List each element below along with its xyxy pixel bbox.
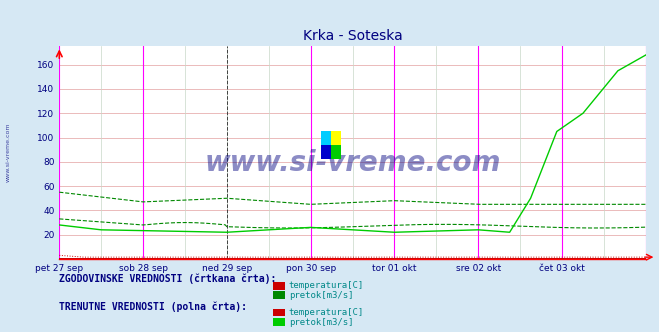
Text: ZGODOVINSKE VREDNOSTI (črtkana črta):: ZGODOVINSKE VREDNOSTI (črtkana črta):: [59, 274, 277, 285]
Title: Krka - Soteska: Krka - Soteska: [302, 29, 403, 42]
Text: www.si-vreme.com: www.si-vreme.com: [5, 123, 11, 183]
Text: temperatura[C]: temperatura[C]: [289, 281, 364, 290]
Text: www.si-vreme.com: www.si-vreme.com: [204, 149, 501, 177]
Text: temperatura[C]: temperatura[C]: [289, 308, 364, 317]
Text: TRENUTNE VREDNOSTI (polna črta):: TRENUTNE VREDNOSTI (polna črta):: [59, 301, 247, 312]
Text: pretok[m3/s]: pretok[m3/s]: [289, 290, 353, 300]
Text: pretok[m3/s]: pretok[m3/s]: [289, 317, 353, 327]
